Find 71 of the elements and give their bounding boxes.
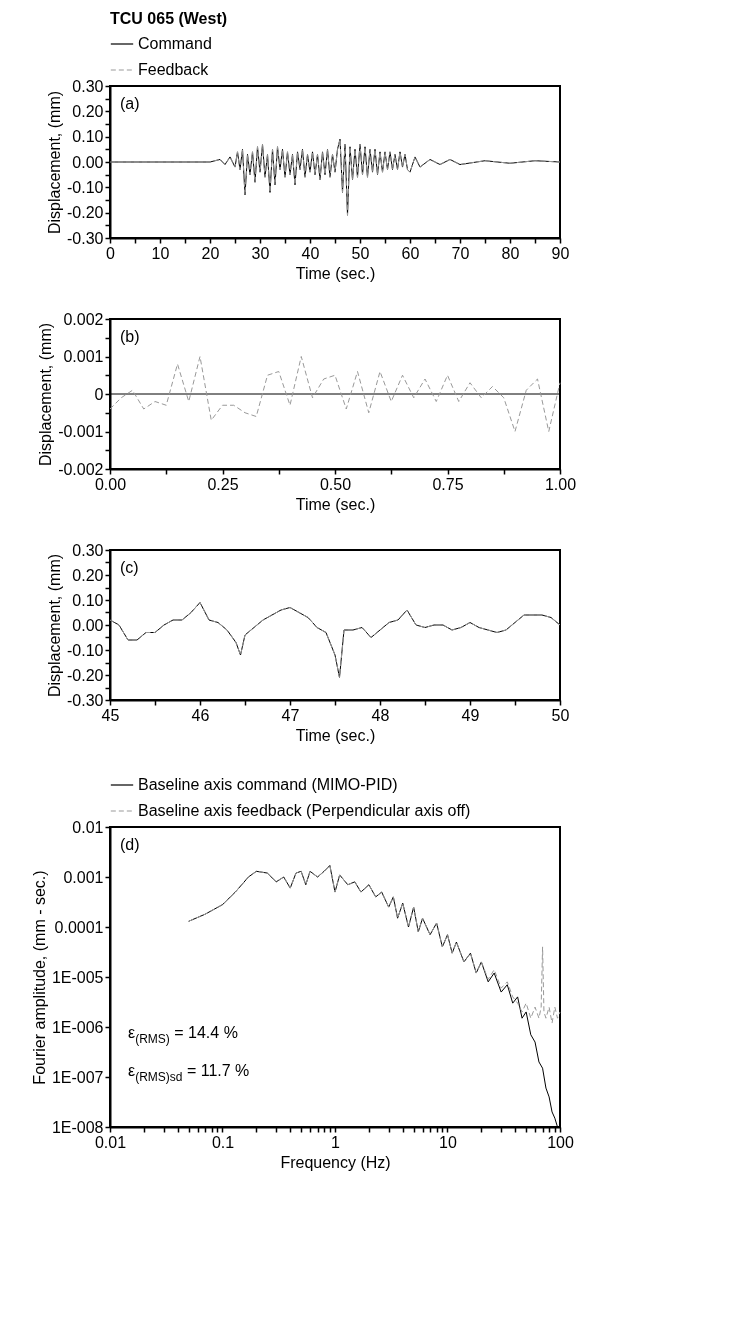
y-axis-title: Displacement, (mm) [46, 553, 64, 698]
y-tick-label: 0.10 [72, 128, 104, 146]
y-tick-label: 0.001 [63, 348, 104, 365]
y-tick-label: -0.20 [67, 666, 104, 684]
x-tick-label: 0.01 [94, 1133, 127, 1151]
y-tick-label: -0.10 [67, 641, 104, 659]
y-tick-label: -0.10 [67, 178, 104, 196]
x-tick-label: 70 [451, 244, 470, 262]
x-tick-label: 49 [461, 706, 480, 724]
y-tick-label: 1E-006 [51, 1018, 104, 1036]
y-tick-label: 1E-008 [51, 1118, 104, 1136]
y-axis-title: Displacement, (mm) [37, 322, 55, 467]
x-axis-title: Time (sec.) [295, 726, 376, 744]
y-axis-title: Fourier amplitude, (mm - sec.) [30, 870, 48, 1085]
y-tick-label: 0.00 [72, 616, 104, 634]
y-tick-label: 0.00 [72, 153, 104, 171]
y-tick-label: 0.002 [63, 310, 104, 328]
x-tick-label: 60 [401, 244, 420, 262]
y-tick-label: -0.001 [58, 423, 104, 440]
y-tick-label: -0.002 [58, 460, 104, 478]
y-tick-label: 0.10 [72, 591, 104, 609]
y-tick-label: 0.0001 [54, 918, 104, 936]
x-tick-label: 50 [551, 706, 570, 724]
x-tick-label: 1.00 [544, 475, 577, 493]
legend-label: Command [138, 35, 212, 52]
y-tick-label: 0.20 [72, 102, 104, 120]
x-tick-label: 30 [251, 244, 270, 262]
x-tick-label: 90 [551, 244, 570, 262]
legend-title: TCU 065 (West) [110, 10, 228, 27]
x-tick-label: 0.75 [432, 475, 464, 493]
x-tick-label: 0.25 [207, 475, 239, 493]
x-axis-title: Frequency (Hz) [280, 1153, 391, 1171]
y-tick-label: 0.01 [72, 818, 104, 836]
x-axis-title: Time (sec.) [295, 495, 376, 513]
x-tick-label: 20 [201, 244, 220, 262]
annotation: ε$_{(RMS)sd}$ = 11.7 % [128, 1062, 250, 1084]
x-tick-label: 40 [301, 244, 320, 262]
x-tick-label: 50 [351, 244, 370, 262]
x-tick-label: 0.00 [94, 475, 127, 493]
y-tick-label: 1E-005 [51, 968, 104, 986]
annotation: ε$_{(RMS)}$ = 14.4 % [128, 1024, 238, 1046]
y-tick-label: -0.30 [67, 691, 104, 709]
annotation: (b) [120, 328, 140, 345]
x-tick-label: 10 [439, 1133, 457, 1151]
y-axis-title: Displacement, (mm) [46, 90, 64, 235]
x-tick-label: 100 [547, 1133, 574, 1151]
legend-label: Baseline axis command (MIMO-PID) [138, 776, 398, 793]
annotation: (c) [120, 559, 139, 576]
x-tick-label: 0.50 [319, 475, 352, 493]
x-tick-label: 0 [106, 244, 116, 262]
x-tick-label: 46 [191, 706, 210, 724]
y-tick-label: 1E-007 [51, 1068, 104, 1086]
legend-label: Feedback [138, 61, 210, 78]
x-tick-label: 80 [501, 244, 520, 262]
x-tick-label: 47 [281, 706, 300, 724]
x-tick-label: 45 [101, 706, 120, 724]
y-tick-label: -0.30 [67, 229, 104, 247]
legend-label: Baseline axis feedback (Perpendicular axis off) [138, 802, 471, 819]
y-tick-label: 0.001 [63, 868, 104, 886]
x-axis-title: Time (sec.) [295, 264, 376, 282]
x-tick-label: 1 [331, 1133, 341, 1151]
x-tick-label: 10 [151, 244, 170, 262]
x-tick-label: 48 [371, 706, 390, 724]
y-tick-label: 0.30 [72, 77, 104, 95]
annotation: (a) [120, 95, 140, 112]
y-tick-label: 0.30 [72, 541, 104, 559]
y-tick-label: 0 [94, 385, 104, 403]
x-tick-label: 0.1 [211, 1133, 235, 1151]
y-tick-label: -0.20 [67, 204, 104, 222]
y-tick-label: 0.20 [72, 566, 104, 584]
annotation: (d) [120, 836, 140, 853]
